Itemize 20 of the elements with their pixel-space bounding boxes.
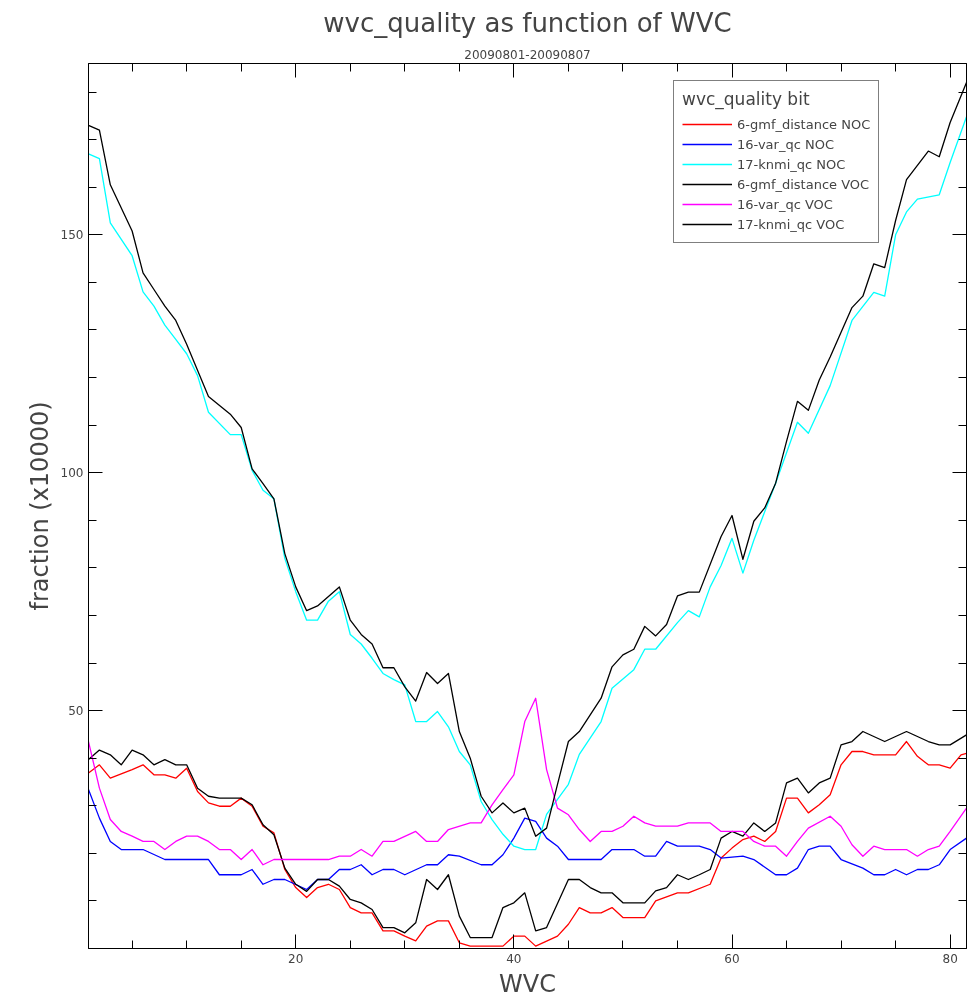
x-tick-label: 40 bbox=[506, 951, 522, 966]
legend-label: 6-gmf_distance NOC bbox=[737, 116, 871, 132]
y-axis-title: fraction (x10000) bbox=[25, 401, 54, 611]
legend-label: 16-var_qc NOC bbox=[737, 136, 834, 152]
legend-label: 6-gmf_distance VOC bbox=[737, 176, 870, 192]
legend-label: 16-var_qc VOC bbox=[737, 196, 833, 212]
y-tick-label: 100 bbox=[60, 466, 84, 481]
line-series bbox=[88, 697, 967, 866]
x-tick-label: 60 bbox=[724, 951, 740, 966]
y-tick-label: 150 bbox=[60, 228, 84, 243]
x-tick-label: 80 bbox=[942, 951, 958, 966]
legend-label: 17-knmi_qc VOC bbox=[737, 216, 845, 232]
y-tick-label: 50 bbox=[68, 704, 84, 719]
legend-title: wvc_quality bit bbox=[682, 89, 811, 109]
x-tick-label: 20 bbox=[288, 951, 304, 966]
x-axis-title: WVC bbox=[499, 969, 556, 998]
line-series bbox=[88, 788, 967, 891]
legend-label: 17-knmi_qc NOC bbox=[737, 156, 846, 172]
chart-title: wvc_quality as function of WVC bbox=[323, 7, 732, 38]
chart-subtitle: 20090801-20090807 bbox=[464, 47, 591, 62]
